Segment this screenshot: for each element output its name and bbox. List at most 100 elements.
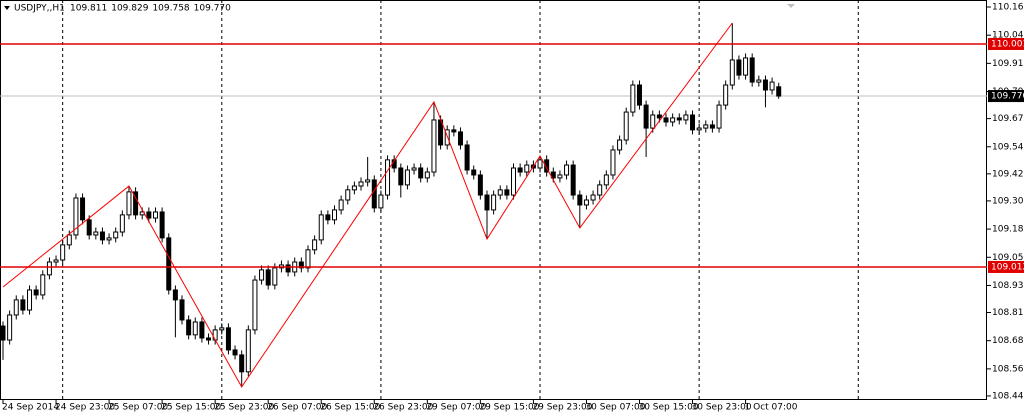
- candle-body: [325, 214, 331, 221]
- candle-body: [46, 261, 52, 276]
- x-tick-label: 30 Sep 07:00: [585, 403, 645, 413]
- x-tick-label: 25 Sep 15:00: [161, 403, 221, 413]
- candle-body: [398, 167, 404, 186]
- candle-body: [544, 159, 550, 173]
- candle-body: [471, 169, 477, 176]
- candle-body: [729, 59, 735, 86]
- candle-body: [703, 124, 709, 129]
- candle-body: [690, 114, 696, 131]
- candle-body: [769, 81, 775, 91]
- candle-body: [431, 119, 437, 173]
- candle-body: [511, 167, 517, 196]
- candle-body: [86, 219, 92, 236]
- last-price-label: 109.770: [991, 92, 1024, 102]
- candle-body: [504, 189, 510, 196]
- zigzag-line: [2, 22, 733, 388]
- candle-body: [199, 321, 205, 339]
- x-tick-label: 29 Sep 15:00: [479, 403, 539, 413]
- x-tick-label: 30 Sep 15:00: [638, 403, 698, 413]
- candle-body: [756, 79, 762, 83]
- candle-body: [99, 231, 105, 241]
- x-tick-label: 1 Oct 07:00: [745, 403, 798, 413]
- y-tick-label: 109.055: [992, 253, 1024, 263]
- candle-body: [491, 194, 497, 211]
- candle-body: [723, 84, 729, 106]
- candle-body: [80, 197, 86, 221]
- candle-body: [716, 104, 722, 129]
- candle-body: [152, 211, 158, 219]
- candle-body: [550, 171, 556, 179]
- candle-body: [60, 244, 66, 261]
- candle-body: [762, 79, 768, 91]
- y-tick-label: 108.685: [992, 336, 1024, 346]
- candle-body: [418, 167, 424, 179]
- candle-body: [617, 139, 623, 151]
- candle-body: [590, 194, 596, 201]
- candle-body: [411, 167, 417, 171]
- candle-body: [656, 114, 662, 119]
- candle-body: [650, 114, 656, 129]
- y-tick-label: 109.425: [992, 169, 1024, 179]
- candle-body: [477, 174, 483, 196]
- header-value: 109.758: [152, 4, 189, 14]
- candle-body: [371, 179, 377, 209]
- candle-body: [457, 131, 463, 146]
- level-label: 109.012: [991, 262, 1024, 272]
- candle-body: [133, 191, 139, 216]
- x-tick-label: 24 Sep 23:00: [55, 403, 115, 413]
- candle-body: [577, 194, 583, 206]
- y-tick-label: 109.670: [992, 114, 1024, 124]
- candle-body: [73, 197, 79, 236]
- candle-body: [517, 167, 523, 173]
- candle-body: [20, 299, 26, 311]
- candle-body: [245, 329, 251, 373]
- candle-body: [40, 274, 46, 296]
- candle-body: [378, 194, 384, 209]
- candle-body: [743, 57, 749, 76]
- x-tick-label: 25 Sep 07:00: [108, 403, 168, 413]
- candle-body: [497, 189, 503, 196]
- header-value: 109.829: [111, 4, 148, 14]
- candle-body: [113, 231, 119, 239]
- candle-body: [7, 314, 13, 341]
- candle-body: [33, 289, 39, 296]
- header-value: 109.770: [194, 4, 231, 14]
- last-price-box: [988, 90, 1024, 103]
- y-tick-label: 108.440: [992, 391, 1024, 401]
- y-tick-label: 108.930: [992, 281, 1024, 291]
- level-box: [988, 37, 1024, 50]
- candle-body: [484, 194, 490, 211]
- candle-body: [749, 57, 755, 83]
- candle-body: [696, 127, 702, 131]
- candle-body: [186, 319, 192, 336]
- shift-marker: [787, 4, 795, 8]
- candle-body: [285, 264, 291, 273]
- candle-body: [13, 299, 19, 316]
- candle-body: [537, 159, 543, 169]
- x-tick-label: 24 Sep 2014: [2, 403, 59, 413]
- candle-body: [126, 191, 132, 216]
- candle-body: [298, 261, 304, 269]
- x-tick-label: 29 Sep 07:00: [426, 403, 486, 413]
- y-tick-label: 110.040: [992, 31, 1024, 41]
- candle-body: [27, 289, 33, 311]
- candle-body: [557, 174, 563, 179]
- plot-frame: [0, 0, 987, 400]
- candle-body: [597, 184, 603, 196]
- candle-body: [172, 289, 178, 301]
- candle-body: [225, 327, 231, 351]
- y-tick-label: 109.180: [992, 225, 1024, 235]
- candle-body: [166, 237, 172, 291]
- candle-body: [404, 169, 410, 186]
- candle-body: [206, 337, 212, 341]
- y-tick-label: 109.545: [992, 142, 1024, 152]
- candle-body: [66, 234, 72, 246]
- candle-body: [709, 124, 715, 129]
- candle-body: [623, 111, 629, 141]
- x-tick-label: 26 Sep 07:00: [267, 403, 327, 413]
- candle-body: [159, 211, 165, 239]
- header: USDJPY,,H1: [14, 4, 65, 14]
- candle-body: [663, 117, 669, 123]
